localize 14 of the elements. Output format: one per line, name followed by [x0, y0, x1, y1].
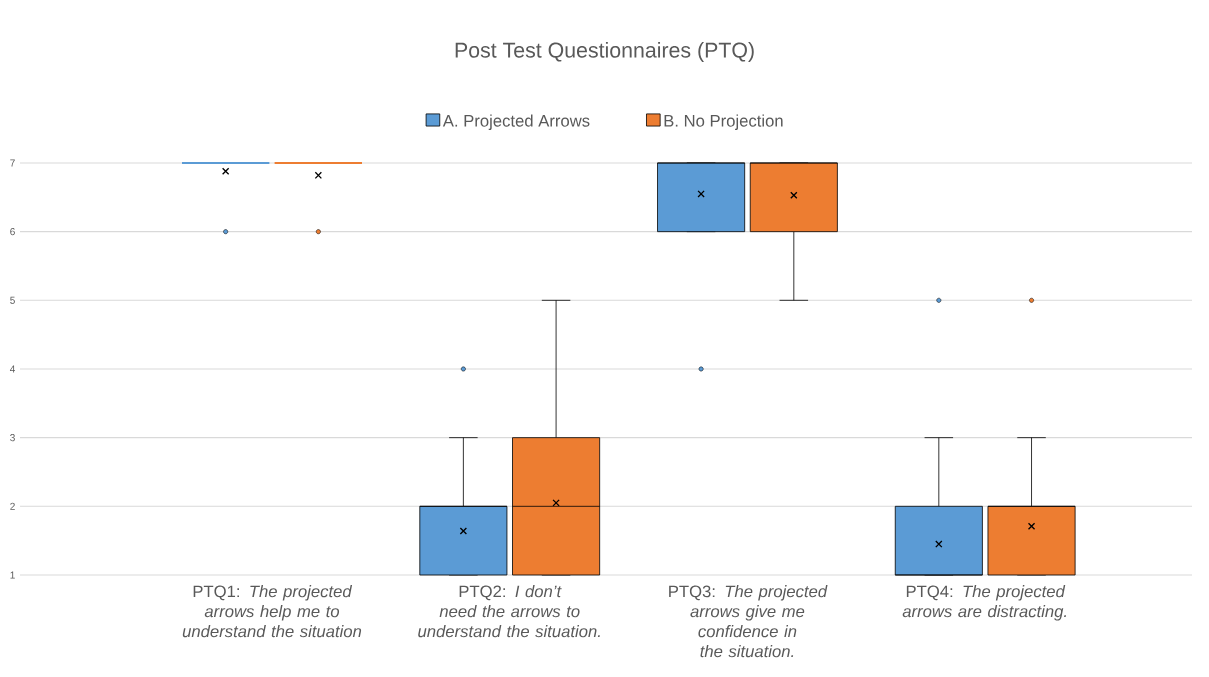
x-tick-label: PTQ3: The projected arrows give me confidence in the situation. [669, 585, 828, 658]
x-tick-label: PTQ1: The projected arrows help me to understand the situation [182, 585, 362, 638]
legend-label: A. Projected Arrows [442, 114, 590, 130]
y-tick-label: 6 [10, 228, 15, 236]
y-tick-label: 5 [10, 296, 15, 304]
y-tick-label: 4 [9, 365, 16, 373]
x-tick-label: PTQ2: I don’t need the arrows to understand the situation. [418, 585, 600, 638]
y-tick-label: 2 [10, 502, 15, 510]
x-tick-label: PTQ4: The projected arrows are distracting. [902, 585, 1067, 621]
chart-title: Post Test Questionnaires (PTQ) [455, 42, 754, 62]
y-tick-label: 1 [10, 571, 15, 579]
y-tick-label: 3 [10, 434, 15, 442]
legend-label: B. No Projection [664, 114, 783, 130]
y-tick-label: 7 [10, 159, 15, 167]
